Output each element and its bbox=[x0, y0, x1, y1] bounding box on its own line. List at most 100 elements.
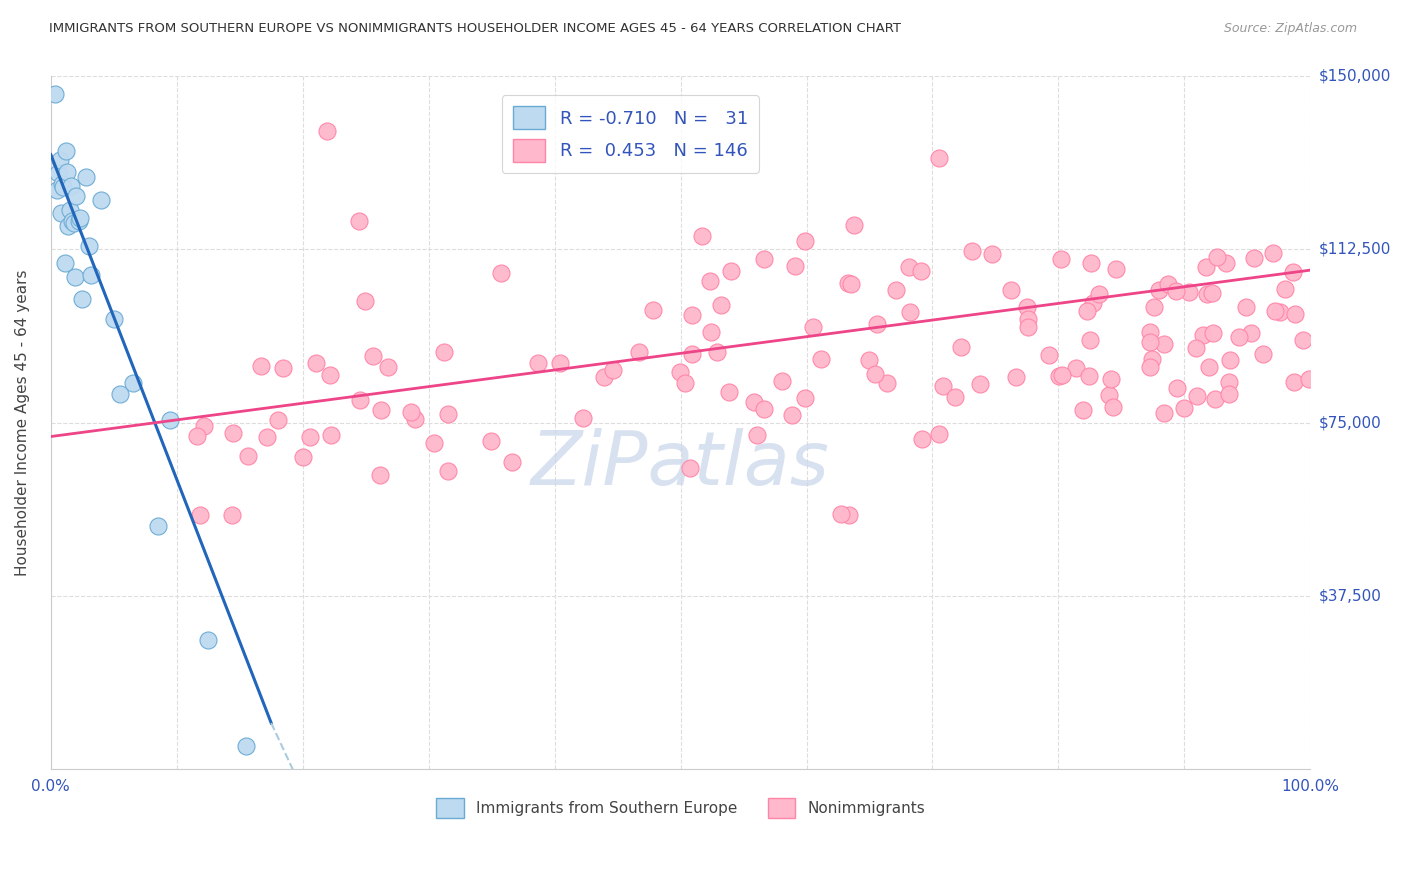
Point bbox=[53, 256, 76, 270]
Point bbox=[876, 376, 898, 390]
Point bbox=[720, 264, 742, 278]
Point bbox=[1080, 255, 1102, 269]
Point bbox=[744, 395, 766, 409]
Point bbox=[1198, 360, 1220, 375]
Point bbox=[910, 264, 932, 278]
Point bbox=[710, 297, 733, 311]
Point bbox=[980, 246, 1002, 260]
Point bbox=[839, 277, 862, 291]
Point bbox=[266, 412, 288, 426]
Point bbox=[1149, 284, 1171, 298]
Point bbox=[1164, 284, 1187, 298]
Point bbox=[785, 259, 807, 273]
Point bbox=[368, 468, 391, 483]
Point bbox=[681, 347, 703, 361]
Text: Source: ZipAtlas.com: Source: ZipAtlas.com bbox=[1223, 22, 1357, 36]
Point bbox=[46, 183, 69, 197]
Point bbox=[44, 87, 66, 101]
Point bbox=[1078, 368, 1101, 383]
Point bbox=[72, 293, 94, 307]
Point bbox=[1192, 328, 1215, 343]
Point bbox=[1105, 262, 1128, 277]
Point bbox=[1201, 286, 1223, 301]
Point bbox=[63, 269, 86, 284]
Point bbox=[669, 365, 692, 379]
Point bbox=[1185, 341, 1208, 355]
Point bbox=[108, 386, 131, 401]
Point bbox=[1017, 311, 1039, 326]
Point bbox=[479, 434, 502, 448]
Point bbox=[1292, 334, 1315, 348]
Point bbox=[1076, 304, 1098, 318]
Point bbox=[55, 145, 77, 159]
Point bbox=[1017, 320, 1039, 334]
Point bbox=[298, 430, 321, 444]
Point bbox=[1071, 403, 1094, 417]
Point bbox=[235, 739, 257, 754]
Point bbox=[48, 153, 70, 168]
Point bbox=[1066, 361, 1088, 376]
Point bbox=[794, 391, 817, 405]
Point bbox=[1153, 337, 1175, 351]
Point bbox=[49, 206, 72, 220]
Point bbox=[1047, 369, 1070, 384]
Point bbox=[222, 426, 245, 441]
Text: IMMIGRANTS FROM SOUTHERN EUROPE VS NONIMMIGRANTS HOUSEHOLDER INCOME AGES 45 - 64: IMMIGRANTS FROM SOUTHERN EUROPE VS NONIM… bbox=[49, 22, 901, 36]
Point bbox=[830, 507, 852, 521]
Point bbox=[193, 418, 215, 433]
Point bbox=[80, 268, 103, 282]
Point bbox=[1000, 283, 1022, 297]
Point bbox=[1140, 352, 1163, 367]
Point bbox=[928, 426, 950, 441]
Point bbox=[1017, 300, 1039, 314]
Text: ZiPatlas: ZiPatlas bbox=[531, 428, 830, 500]
Point bbox=[1206, 250, 1229, 264]
Point bbox=[1157, 277, 1180, 292]
Point bbox=[404, 412, 426, 426]
Point bbox=[1234, 300, 1257, 314]
Point bbox=[1139, 325, 1161, 339]
Point bbox=[1284, 375, 1306, 389]
Point bbox=[1187, 388, 1209, 402]
Point bbox=[62, 216, 84, 230]
Point bbox=[1153, 406, 1175, 420]
Point bbox=[60, 213, 83, 227]
Point bbox=[699, 275, 721, 289]
Point bbox=[433, 345, 456, 359]
Point bbox=[1101, 400, 1123, 414]
Point bbox=[159, 412, 181, 426]
Point bbox=[1083, 296, 1105, 310]
Point bbox=[59, 178, 82, 193]
Point bbox=[858, 353, 880, 368]
Point bbox=[1177, 285, 1199, 299]
Point bbox=[928, 152, 950, 166]
Point bbox=[1139, 359, 1161, 374]
Point bbox=[316, 124, 339, 138]
Point bbox=[844, 218, 866, 232]
Point bbox=[1139, 334, 1161, 349]
Point bbox=[898, 305, 921, 319]
Point bbox=[1219, 353, 1241, 368]
Point bbox=[593, 369, 616, 384]
Point bbox=[1195, 287, 1218, 301]
Legend: Immigrants from Southern Europe, Nonimmigrants: Immigrants from Southern Europe, Nonimmi… bbox=[430, 792, 931, 824]
Point bbox=[527, 355, 550, 369]
Point bbox=[319, 368, 342, 383]
Point bbox=[250, 359, 273, 373]
Point bbox=[291, 450, 314, 464]
Point bbox=[699, 325, 721, 339]
Point bbox=[1005, 370, 1028, 384]
Point bbox=[572, 411, 595, 425]
Point bbox=[945, 390, 967, 404]
Point bbox=[548, 356, 571, 370]
Point bbox=[271, 360, 294, 375]
Point bbox=[399, 405, 422, 419]
Point bbox=[1274, 282, 1296, 296]
Point bbox=[422, 435, 444, 450]
Point bbox=[1202, 326, 1225, 341]
Point bbox=[690, 229, 713, 244]
Point bbox=[1218, 386, 1240, 401]
Point bbox=[51, 177, 73, 191]
Point bbox=[90, 193, 112, 207]
Point bbox=[1261, 246, 1284, 260]
